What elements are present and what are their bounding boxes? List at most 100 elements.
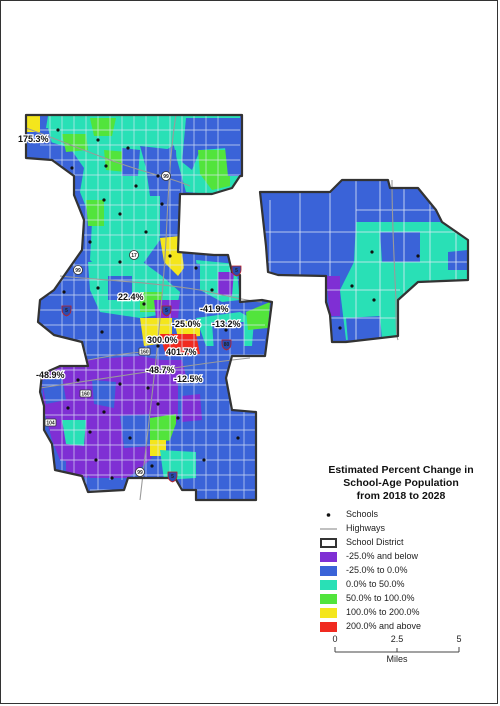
svg-text:17: 17 bbox=[131, 253, 137, 259]
legend-item-district: School District bbox=[306, 536, 496, 550]
school-point bbox=[186, 322, 190, 326]
region-north-decline-a bbox=[182, 118, 228, 170]
school-point bbox=[88, 240, 92, 244]
region-mid-decline-b bbox=[122, 148, 140, 176]
highways-east bbox=[391, 179, 399, 341]
region-east-purple bbox=[218, 272, 234, 296]
scale-tick-label: 2.5 bbox=[390, 634, 404, 644]
svg-text:80: 80 bbox=[224, 342, 230, 348]
region-nw-yellow bbox=[26, 116, 40, 132]
region-south-decline-a bbox=[92, 380, 116, 408]
school-point bbox=[88, 430, 92, 434]
school-point bbox=[118, 212, 122, 216]
swatch-icon bbox=[320, 608, 337, 618]
swatch-icon bbox=[320, 566, 337, 576]
region-mid-strong-b bbox=[86, 200, 104, 226]
highway-shields: 99 17 5 99 5 5 80 160 160 104 99 5 bbox=[44, 171, 242, 483]
school-point bbox=[118, 382, 122, 386]
swatch-icon bbox=[320, 622, 337, 632]
region-south-decline-b bbox=[120, 414, 152, 448]
shield-route: 99 bbox=[73, 265, 83, 275]
label-neg12: -12.5% bbox=[174, 374, 203, 384]
svg-text:160: 160 bbox=[81, 392, 90, 398]
region-sw-decline bbox=[42, 376, 66, 404]
school-point bbox=[156, 344, 160, 348]
region-mid-decline-a bbox=[140, 146, 178, 196]
school-point bbox=[160, 202, 164, 206]
label-175: 175.3% bbox=[18, 134, 49, 144]
shield-route: 104 bbox=[44, 418, 57, 427]
legend-item-neg25-to-0: -25.0% to 0.0% bbox=[306, 564, 496, 578]
east-district bbox=[260, 180, 468, 342]
school-point bbox=[202, 458, 206, 462]
label-neg48-9: -48.9% bbox=[36, 370, 65, 380]
school-point bbox=[102, 198, 106, 202]
school-point bbox=[194, 266, 198, 270]
region-sw-purple bbox=[66, 450, 88, 478]
school-point bbox=[62, 290, 66, 294]
school-point bbox=[102, 410, 106, 414]
region-north-strong-a bbox=[90, 118, 116, 136]
svg-text:5: 5 bbox=[165, 308, 168, 314]
legend-item-highways: Highways bbox=[306, 522, 496, 536]
label-neg25: -25.0% bbox=[172, 319, 201, 329]
school-point bbox=[56, 128, 60, 132]
svg-text:104: 104 bbox=[46, 421, 55, 427]
swatch-icon bbox=[320, 580, 337, 590]
label-22: 22.4% bbox=[118, 292, 144, 302]
school-point bbox=[100, 330, 104, 334]
svg-text:99: 99 bbox=[137, 470, 143, 476]
region-east-decline bbox=[182, 262, 200, 300]
school-point bbox=[128, 436, 132, 440]
label-neg48-7: -48.7% bbox=[146, 365, 175, 375]
svg-text:5: 5 bbox=[65, 308, 68, 314]
school-point bbox=[150, 464, 154, 468]
east-decline-d bbox=[448, 250, 468, 270]
school-point bbox=[70, 166, 74, 170]
shield-route: 160 bbox=[138, 347, 151, 356]
region-se-purple bbox=[182, 394, 202, 422]
shield-interstate: 5 bbox=[167, 471, 178, 483]
school-point bbox=[224, 328, 228, 332]
region-se-growth bbox=[160, 450, 196, 480]
school-points bbox=[56, 128, 420, 480]
label-neg41: -41.9% bbox=[200, 304, 229, 314]
shield-interstate: 5 bbox=[161, 305, 172, 317]
label-401: 401.7% bbox=[166, 347, 197, 357]
school-point bbox=[118, 260, 122, 264]
label-neg13: -13.2% bbox=[212, 319, 241, 329]
school-dot-icon bbox=[320, 510, 337, 520]
legend-item-schools: Schools bbox=[306, 508, 496, 522]
shield-interstate: 5 bbox=[61, 305, 72, 317]
school-point bbox=[142, 302, 146, 306]
shield-interstate: 80 bbox=[221, 339, 232, 351]
legend-item-100-to-200: 100.0% to 200.0% bbox=[306, 606, 496, 620]
school-point bbox=[416, 254, 420, 258]
district-outlines bbox=[24, 113, 470, 502]
svg-text:160: 160 bbox=[140, 350, 149, 356]
east-tract-lines bbox=[260, 180, 468, 342]
east-purple bbox=[326, 276, 340, 316]
school-point bbox=[96, 286, 100, 290]
school-point bbox=[370, 250, 374, 254]
school-point bbox=[168, 254, 172, 258]
region-south-strong bbox=[150, 414, 176, 442]
shield-route: 17 bbox=[129, 250, 139, 260]
school-point bbox=[96, 138, 100, 142]
school-point bbox=[146, 386, 150, 390]
school-point bbox=[104, 164, 108, 168]
scale-tick-label: 0 bbox=[332, 634, 338, 644]
school-point bbox=[210, 288, 214, 292]
shield-route: 99 bbox=[161, 171, 171, 181]
percent-labels: 175.3% 22.4% -41.9% -25.0% -13.2% 300.0%… bbox=[17, 133, 242, 386]
legend-item-below-neg25: -25.0% and below bbox=[306, 550, 496, 564]
shield-route: 160 bbox=[79, 389, 92, 398]
school-point bbox=[156, 174, 160, 178]
school-point bbox=[76, 378, 80, 382]
school-point bbox=[144, 230, 148, 234]
shield-interstate: 5 bbox=[231, 265, 242, 277]
map-legend: Estimated Percent Change in School-Age P… bbox=[306, 464, 496, 634]
scale-bar: 0 2.5 5 Miles bbox=[330, 634, 470, 666]
